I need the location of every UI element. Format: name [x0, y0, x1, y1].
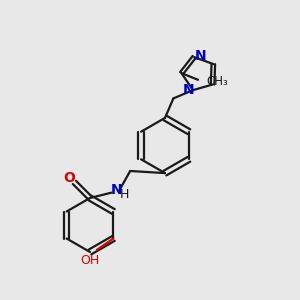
Text: N: N [182, 82, 194, 97]
Text: OH: OH [81, 254, 100, 266]
Text: N: N [194, 49, 206, 63]
Text: H: H [120, 188, 130, 202]
Text: O: O [63, 171, 75, 185]
Text: CH₃: CH₃ [206, 75, 228, 88]
Text: N: N [111, 183, 122, 197]
